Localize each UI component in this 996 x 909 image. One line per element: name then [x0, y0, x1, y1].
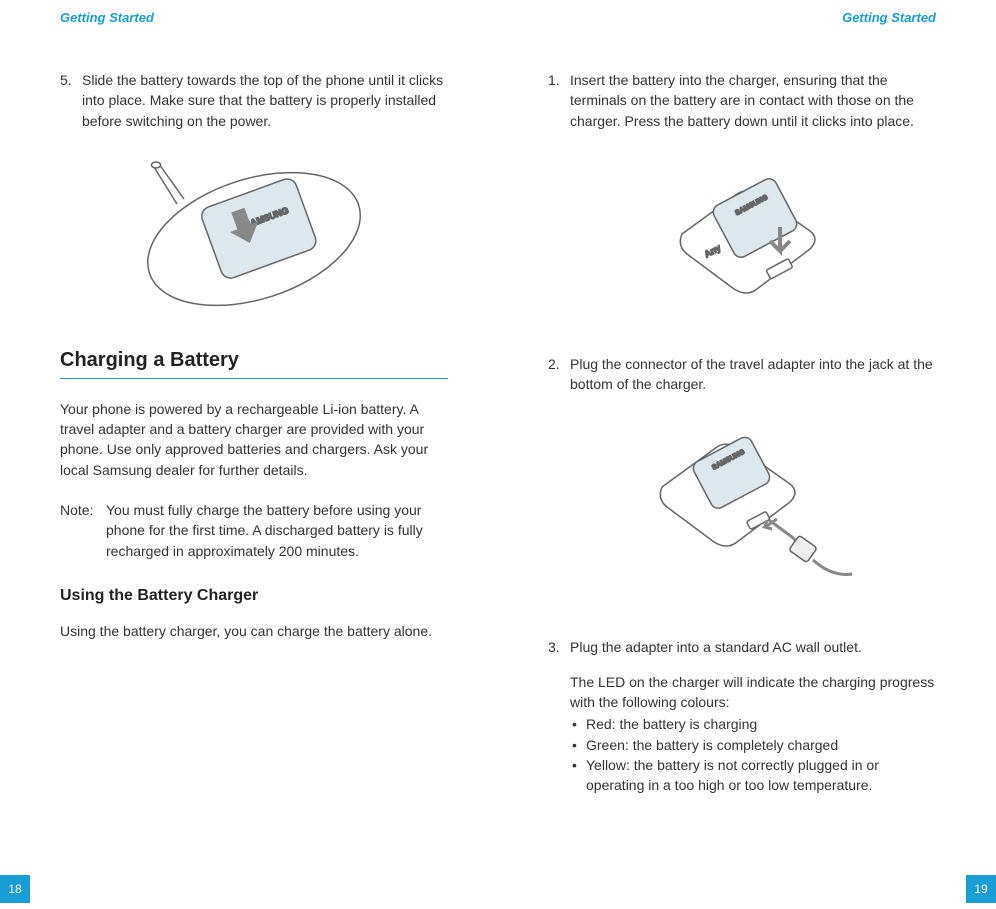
sub-title-charger: Using the Battery Charger: [60, 587, 448, 605]
bullet-text: Green: the battery is completely charged: [586, 735, 936, 755]
bullet-yellow: • Yellow: the battery is not correctly p…: [572, 755, 936, 796]
illustration-charger-insert: SAMSUNG Any: [548, 149, 936, 324]
bullet-mark: •: [572, 714, 586, 734]
charger-insert-icon: SAMSUNG Any: [642, 149, 842, 319]
charger-plug-icon: SAMSUNG: [627, 412, 857, 602]
step-2: 2. Plug the connector of the travel adap…: [548, 354, 936, 395]
step-1: 1. Insert the battery into the charger, …: [548, 70, 936, 131]
running-header-left: Getting Started: [60, 10, 448, 25]
page-number-right: 19: [966, 875, 996, 903]
page-left: Getting Started 5. Slide the battery tow…: [0, 0, 498, 909]
bullet-green: • Green: the battery is completely charg…: [572, 735, 936, 755]
bullet-text: Yellow: the battery is not correctly plu…: [586, 755, 936, 796]
step-number: 5.: [60, 70, 82, 131]
step-number: 1.: [548, 70, 570, 131]
step-number: 2.: [548, 354, 570, 395]
illustration-phone-battery: SAMSUNG: [60, 149, 448, 319]
page-number-left: 18: [0, 875, 30, 903]
step3-text: Plug the adapter into a standard AC wall…: [570, 637, 936, 657]
sub-text: Using the battery charger, you can charg…: [60, 621, 448, 641]
bullet-mark: •: [572, 755, 586, 796]
note-block: Note: You must fully charge the battery …: [60, 500, 448, 561]
step-text: Plug the adapter into a standard AC wall…: [570, 637, 936, 795]
illustration-charger-plug: SAMSUNG: [548, 412, 936, 607]
page-right: Getting Started 1. Insert the battery in…: [498, 0, 996, 909]
note-text: You must fully charge the battery before…: [106, 500, 448, 561]
step-5: 5. Slide the battery towards the top of …: [60, 70, 448, 131]
page-spread: Getting Started 5. Slide the battery tow…: [0, 0, 996, 909]
phone-battery-icon: SAMSUNG: [129, 149, 379, 314]
intro-paragraph: Your phone is powered by a rechargeable …: [60, 399, 448, 480]
step-number: 3.: [548, 637, 570, 795]
step-text: Slide the battery towards the top of the…: [82, 70, 448, 131]
bullet-mark: •: [572, 735, 586, 755]
step-text: Plug the connector of the travel adapter…: [570, 354, 936, 395]
step-3: 3. Plug the adapter into a standard AC w…: [548, 637, 936, 795]
led-intro: The LED on the charger will indicate the…: [570, 672, 936, 713]
step-text: Insert the battery into the charger, ens…: [570, 70, 936, 131]
bullet-text: Red: the battery is charging: [586, 714, 936, 734]
running-header-right: Getting Started: [548, 10, 936, 25]
led-block: The LED on the charger will indicate the…: [570, 672, 936, 796]
note-label: Note:: [60, 500, 106, 561]
section-rule: [60, 378, 448, 379]
section-title-charging: Charging a Battery: [60, 349, 448, 372]
bullet-red: • Red: the battery is charging: [572, 714, 936, 734]
